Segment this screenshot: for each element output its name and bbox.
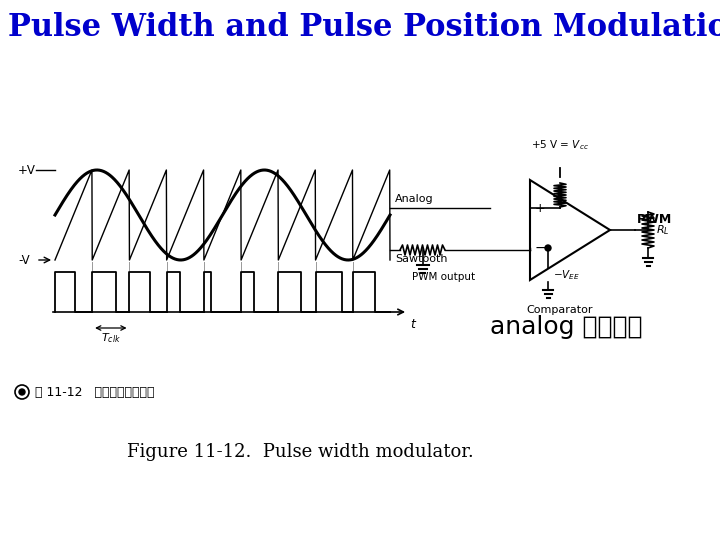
Circle shape	[19, 389, 25, 395]
Text: +V: +V	[18, 164, 36, 177]
Text: PWM: PWM	[637, 213, 672, 226]
Text: +: +	[535, 201, 545, 214]
Text: $-V_{EE}$: $-V_{EE}$	[553, 268, 580, 282]
Text: $R_L$: $R_L$	[656, 223, 670, 237]
Text: Analog: Analog	[395, 194, 433, 204]
Text: Figure 11-12.  Pulse width modulator.: Figure 11-12. Pulse width modulator.	[127, 443, 473, 461]
Circle shape	[545, 245, 551, 251]
Text: $T_{clk}$: $T_{clk}$	[101, 331, 121, 345]
Text: 圖 11-12   脈衝寬度調變器。: 圖 11-12 脈衝寬度調變器。	[35, 386, 155, 399]
Text: Pulse Width and Pulse Position Modulation: Pulse Width and Pulse Position Modulatio…	[8, 12, 720, 43]
Text: Sawtooth: Sawtooth	[395, 254, 448, 264]
Text: −: −	[534, 241, 546, 255]
Text: -V: -V	[18, 253, 30, 267]
Text: t: t	[410, 318, 415, 331]
Text: PWM output: PWM output	[412, 272, 475, 282]
Text: +5 V = $V_{cc}$: +5 V = $V_{cc}$	[531, 138, 589, 152]
Text: analog 比較大時: analog 比較大時	[490, 315, 642, 339]
Text: Comparator: Comparator	[527, 305, 593, 315]
